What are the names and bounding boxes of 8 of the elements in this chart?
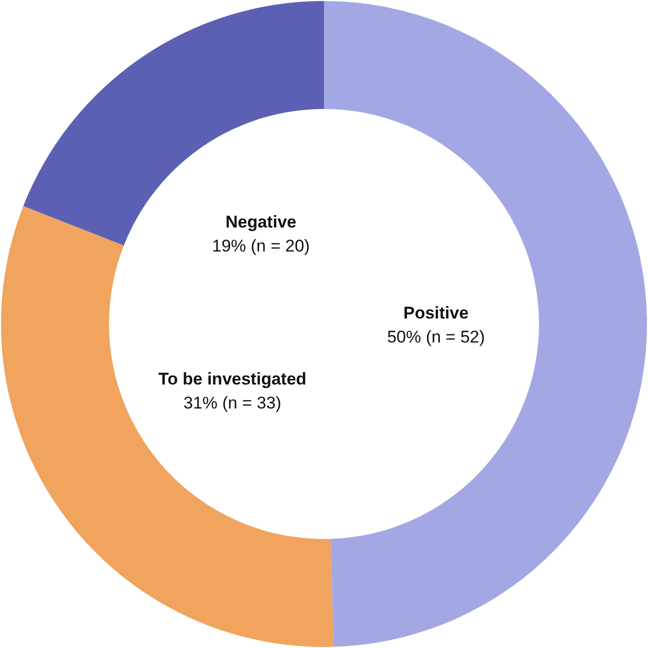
donut-slice: [1, 206, 334, 647]
slice-label: Positive: [403, 303, 469, 322]
slice-label: Negative: [225, 212, 296, 232]
data-label: 19% (n = 20): [212, 236, 310, 256]
donut-slice: [324, 1, 647, 647]
data-label: 50% (n = 52): [387, 327, 485, 346]
slice-label: To be investigated: [158, 369, 306, 388]
data-label: 31% (n = 33): [184, 393, 282, 412]
